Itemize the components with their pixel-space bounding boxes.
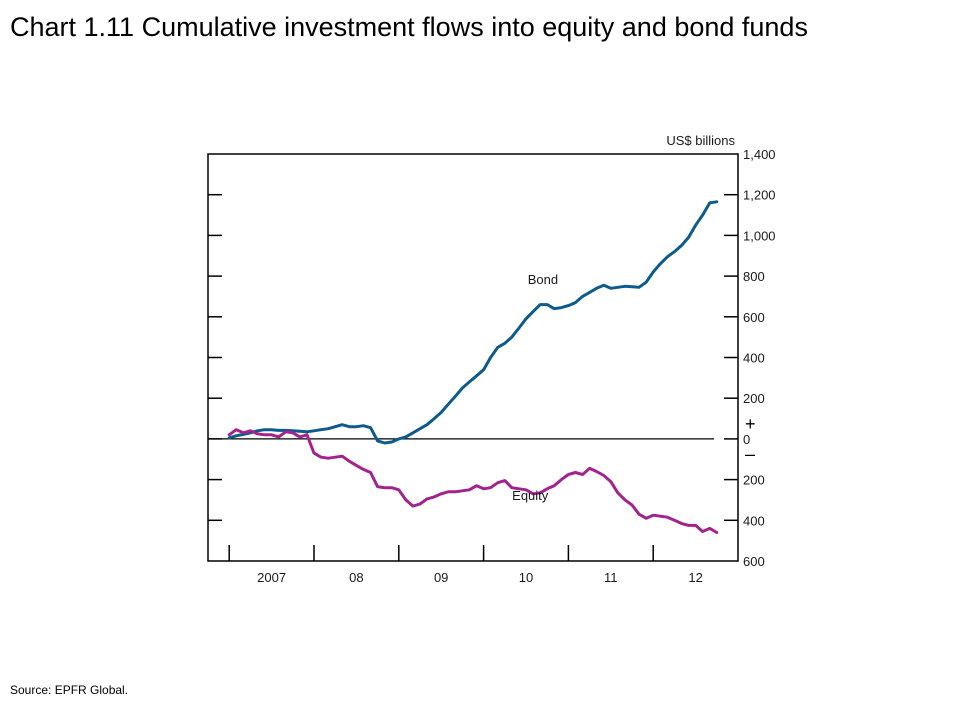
y-tick-label: 400 — [743, 351, 765, 366]
series-line-bond — [227, 200, 719, 445]
minus-sign: – — [745, 444, 755, 464]
plot-frame — [207, 153, 739, 562]
x-tick-label: 09 — [434, 570, 448, 585]
y-tick-label: 200 — [743, 473, 765, 488]
chart-title: Chart 1.11 Cumulative investment flows i… — [10, 12, 808, 42]
x-tick-label: 10 — [519, 570, 533, 585]
y-tick-label: 1,400 — [743, 147, 776, 162]
y-tick-label: 600 — [743, 310, 765, 325]
series-label-bond: Bond — [528, 272, 558, 287]
x-tick-label: 11 — [604, 570, 618, 585]
source-note: Source: EPFR Global. — [10, 683, 129, 697]
y-tick-label: 1,200 — [743, 188, 776, 203]
series-line-equity — [227, 428, 719, 534]
y-tick-label: 600 — [743, 554, 765, 569]
y-tick-label: 400 — [743, 513, 765, 528]
series-label-equity: Equity — [512, 488, 549, 503]
y-tick-label: 1,000 — [743, 228, 776, 243]
plus-sign: + — [745, 414, 756, 434]
unit-label: US$ billions — [666, 133, 735, 148]
x-tick-label: 08 — [349, 570, 363, 585]
series-lines: Bond Equity — [227, 200, 719, 534]
y-tick-label: 200 — [743, 391, 765, 406]
y-tick-label: 0 — [743, 432, 750, 447]
y-tick-label: 800 — [743, 269, 765, 284]
x-axis: 2007 08 09 10 11 12 — [228, 545, 703, 585]
x-tick-label: 12 — [688, 570, 702, 585]
x-tick-label: 2007 — [257, 570, 286, 585]
